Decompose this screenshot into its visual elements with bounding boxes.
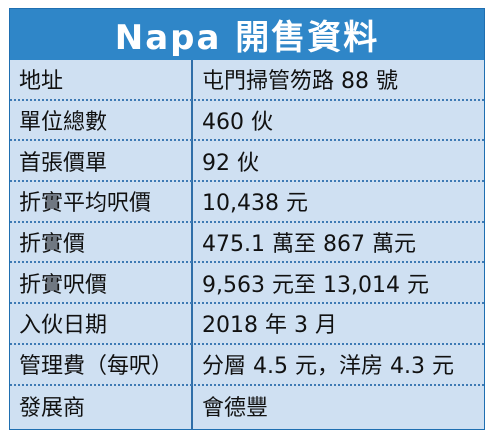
- row-label: 入伙日期: [19, 313, 108, 339]
- row-label: 折實呎價: [19, 272, 108, 298]
- table-row-discounted-price: 折實價 475.1 萬至 867 萬元: [10, 223, 484, 264]
- table-row-price-per-sqft: 折實呎價 9,563 元至 13,014 元: [10, 263, 484, 305]
- table-row-move-in-date: 入伙日期 2018 年 3 月: [10, 304, 484, 345]
- row-value: 分層 4.5 元，洋房 4.3 元: [202, 354, 454, 380]
- sales-info-card: Napa 開售資料 地址 屯門掃管笏路 88 號 單位總數 460 伙 首張價單…: [9, 8, 485, 430]
- row-label: 發展商: [19, 395, 86, 421]
- row-label: 地址: [19, 69, 64, 95]
- info-table: 地址 屯門掃管笏路 88 號 單位總數 460 伙 首張價單 92 伙 折實平均…: [10, 60, 484, 426]
- column-divider: [191, 60, 193, 430]
- row-value: 92 伙: [202, 150, 259, 176]
- title-bar: Napa 開售資料: [10, 9, 484, 60]
- table-row-address: 地址 屯門掃管笏路 88 號: [10, 60, 484, 101]
- row-value: 2018 年 3 月: [202, 313, 337, 339]
- row-label: 首張價單: [19, 150, 108, 176]
- card-title: Napa 開售資料: [114, 18, 380, 58]
- row-value: 9,563 元至 13,014 元: [202, 272, 429, 298]
- table-row-total-units: 單位總數 460 伙: [10, 101, 484, 142]
- table-row-first-price-list: 首張價單 92 伙: [10, 141, 484, 183]
- row-label: 折實平均呎價: [19, 191, 152, 217]
- row-value: 10,438 元: [202, 191, 308, 217]
- row-value: 會德豐: [202, 395, 269, 421]
- table-row-management-fee: 管理費（每呎） 分層 4.5 元，洋房 4.3 元: [10, 345, 484, 386]
- row-value: 475.1 萬至 867 萬元: [202, 232, 416, 258]
- table-row-avg-price-per-sqft: 折實平均呎價 10,438 元: [10, 182, 484, 223]
- row-label: 管理費（每呎）: [19, 354, 174, 380]
- row-value: 屯門掃管笏路 88 號: [202, 69, 398, 95]
- table-row-developer: 發展商 會德豐: [10, 386, 484, 427]
- row-label: 折實價: [19, 232, 86, 258]
- row-label: 單位總數: [19, 110, 108, 136]
- row-value: 460 伙: [202, 110, 273, 136]
